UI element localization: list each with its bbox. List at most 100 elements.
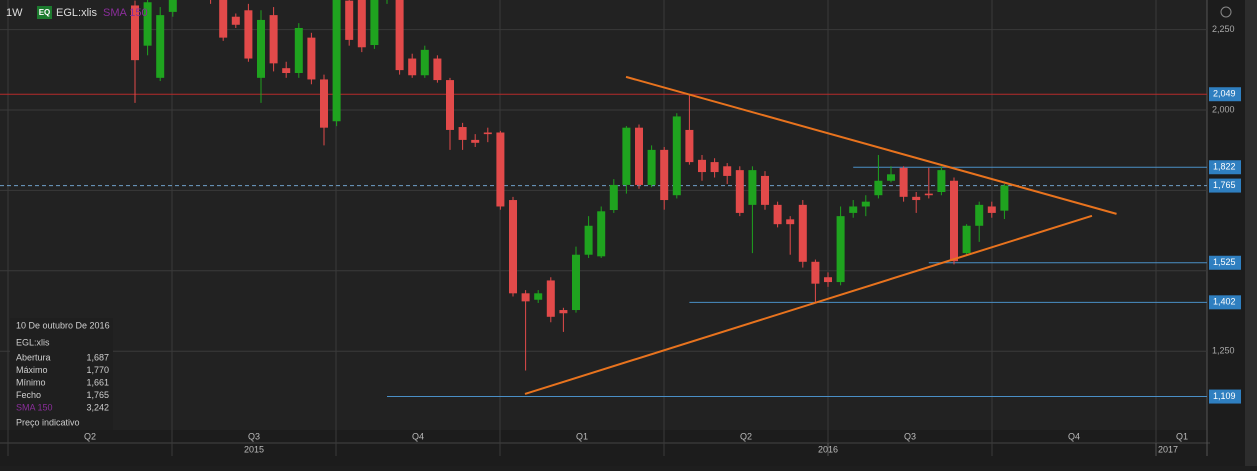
price-tag-label: 1,525 [1213, 257, 1236, 267]
candle-body [156, 15, 165, 78]
candle-body [874, 180, 883, 196]
quarter-label: Q2 [740, 431, 752, 441]
candle-body [798, 204, 807, 262]
candle-body [143, 2, 152, 46]
quarter-label: Q3 [248, 431, 260, 441]
candle-body [370, 0, 379, 46]
scrollbar [1245, 0, 1257, 466]
candle-body [244, 10, 253, 59]
candle-body [849, 206, 858, 213]
badge-bg [37, 6, 52, 19]
quarter-label: Q1 [576, 431, 588, 441]
candle-body [257, 19, 265, 78]
candle-body [987, 206, 996, 213]
info-panel [10, 318, 113, 430]
candle-body [836, 216, 845, 283]
candle-body [395, 0, 404, 71]
info-label: Fecho [16, 390, 41, 400]
candle-body [609, 184, 618, 211]
quarter-label: Q4 [412, 431, 424, 441]
candle-body [660, 149, 669, 201]
candle-body [534, 293, 543, 300]
candle-body [131, 5, 139, 61]
candle-body [219, 0, 228, 38]
candle-body [622, 127, 631, 185]
info-label: Máximo [16, 365, 48, 375]
candle-body [521, 293, 530, 302]
candle-body [433, 58, 442, 81]
candle-body [773, 204, 782, 225]
y-tick-label: 1,250 [1212, 346, 1235, 356]
candle-body [975, 204, 984, 226]
candle-body [698, 159, 706, 173]
quarter-label: Q2 [84, 431, 96, 441]
candle-body [320, 79, 328, 128]
info-value: 1,661 [86, 377, 109, 387]
price-tag-label: 1,765 [1213, 180, 1236, 190]
candle-body [937, 170, 946, 193]
candle-body [307, 37, 316, 80]
candle-body [496, 132, 505, 207]
info-label: Mínimo [16, 377, 46, 387]
candle-body [962, 225, 971, 254]
candle-body [345, 0, 354, 40]
candle-body [748, 170, 757, 205]
candle-body [887, 174, 895, 181]
candle-body [471, 139, 480, 143]
trendline [625, 75, 1117, 215]
price-tag [1209, 160, 1241, 175]
price-tag [1209, 389, 1241, 404]
candle-body [294, 27, 303, 74]
candle-body [559, 310, 568, 314]
price-tag-label: 1,402 [1213, 297, 1236, 307]
indicator: SMA 150 [103, 7, 148, 19]
candle-body [723, 166, 732, 176]
trendline [524, 214, 1093, 395]
price-tag-label: 1,822 [1213, 162, 1236, 172]
year-label: 2015 [244, 444, 264, 454]
candle-body [685, 129, 694, 163]
candle-body [861, 201, 870, 207]
interval[interactable]: 1W [6, 7, 23, 19]
candle-body [811, 261, 820, 284]
candle-body [672, 116, 681, 196]
price-tag-label: 2,049 [1213, 89, 1236, 99]
candle-body [1000, 185, 1009, 211]
candle-body [483, 132, 492, 135]
candle-body [446, 80, 454, 130]
candle-body [710, 162, 719, 173]
info-label: SMA 150 [16, 402, 53, 412]
symbol: EGL:xlis [56, 7, 97, 19]
year-label: 2017 [1158, 444, 1178, 454]
candle-body [950, 180, 958, 262]
price-tag [1209, 255, 1241, 270]
quarter-label: Q3 [904, 431, 916, 441]
candle-body [546, 280, 555, 317]
info-value: 3,242 [86, 402, 109, 412]
price-tag [1209, 178, 1241, 193]
candle-body [584, 225, 593, 255]
candle-body [408, 58, 417, 76]
candle-body [824, 277, 832, 283]
candle-body [912, 196, 921, 201]
quarter-label: Q1 [1176, 431, 1188, 441]
candle-body [572, 254, 580, 311]
price-tag [1209, 295, 1241, 310]
info-value: 1,770 [86, 365, 109, 375]
badge: EQ [39, 8, 51, 17]
info-value: 1,687 [86, 352, 109, 362]
candle-body [269, 15, 278, 64]
candle-body [635, 127, 643, 185]
candle-body [899, 167, 908, 197]
candle-body [924, 193, 933, 196]
info-date: 10 De outubro De 2016 [16, 320, 110, 330]
candle-body [332, 0, 341, 122]
candle-body [735, 170, 744, 213]
info-note: Preço indicativo [16, 417, 80, 427]
y-axis-panel [1207, 0, 1245, 466]
info-value: 1,765 [86, 390, 109, 400]
settings-icon[interactable] [1220, 6, 1232, 18]
quarter-label: Q4 [1068, 431, 1080, 441]
price-tag-label: 1,109 [1213, 391, 1236, 401]
